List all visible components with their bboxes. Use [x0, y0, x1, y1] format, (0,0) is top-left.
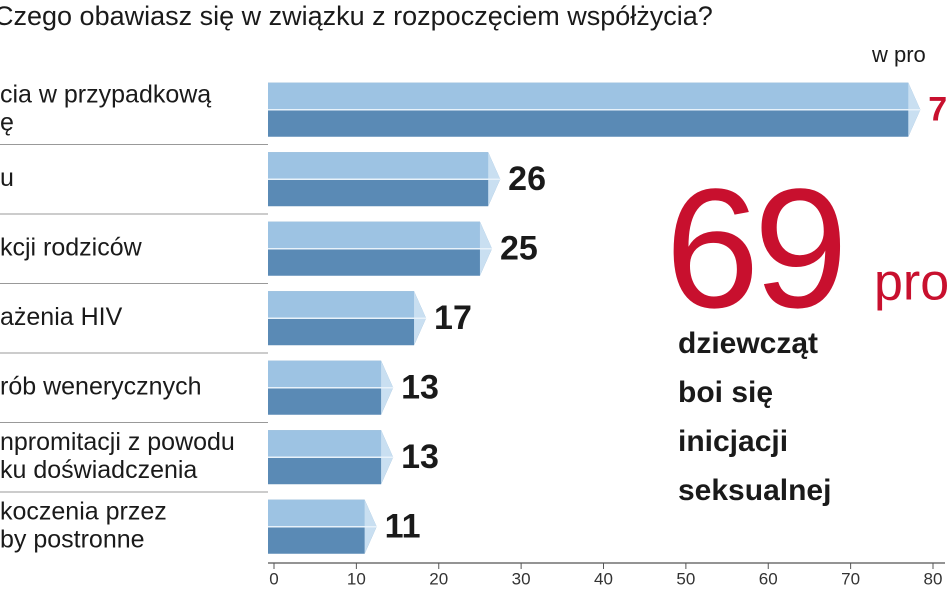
bar-highlight [268, 430, 394, 458]
x-tick-label: 0 [269, 569, 278, 588]
value-label: 77 [928, 91, 948, 129]
x-tick-label: 20 [429, 569, 448, 588]
value-label: 11 [385, 508, 421, 546]
category-label: npromitacji z powodu [0, 428, 235, 456]
x-tick-label: 40 [594, 569, 613, 588]
x-tick-label: 60 [759, 569, 778, 588]
annotation-line: inicjacji [678, 425, 788, 458]
category-label: u [0, 164, 14, 192]
bar-highlight [268, 360, 394, 388]
x-tick-label: 80 [924, 569, 943, 588]
chart-title: Czego obawiasz się w związku z rozpoczęc… [0, 1, 713, 31]
category-label: ę [0, 108, 14, 136]
value-label: 13 [401, 438, 439, 476]
annotation-number: 69 [665, 154, 842, 344]
x-tick-label: 70 [841, 569, 860, 588]
value-label: 13 [401, 369, 439, 407]
annotation-line: dziewcząt [678, 327, 818, 360]
bar-highlight [268, 152, 501, 180]
annotation-unit: pro [874, 254, 948, 312]
annotation-line: boi się [678, 376, 773, 409]
value-label: 26 [508, 160, 546, 198]
value-label: 17 [434, 299, 472, 337]
value-label: 25 [500, 230, 538, 268]
chart-subtitle: w pro [871, 42, 926, 67]
category-label: by postronne [0, 525, 145, 553]
category-label: ażenia HIV [0, 303, 123, 331]
x-tick-label: 50 [676, 569, 695, 588]
bar-highlight [268, 291, 427, 319]
category-label: rób wenerycznych [0, 372, 201, 400]
bar-highlight [268, 221, 492, 249]
x-tick-label: 10 [347, 569, 366, 588]
category-label: cia w przypadkową [0, 80, 211, 108]
x-tick-label: 30 [512, 569, 531, 588]
annotation-line: seksualnej [678, 474, 831, 507]
bar-highlight [268, 499, 377, 527]
category-label: kcji rodziców [0, 233, 143, 261]
category-label: ku doświadczenia [0, 456, 197, 484]
bar-highlight [268, 82, 921, 110]
category-label: koczenia przez [0, 497, 167, 525]
